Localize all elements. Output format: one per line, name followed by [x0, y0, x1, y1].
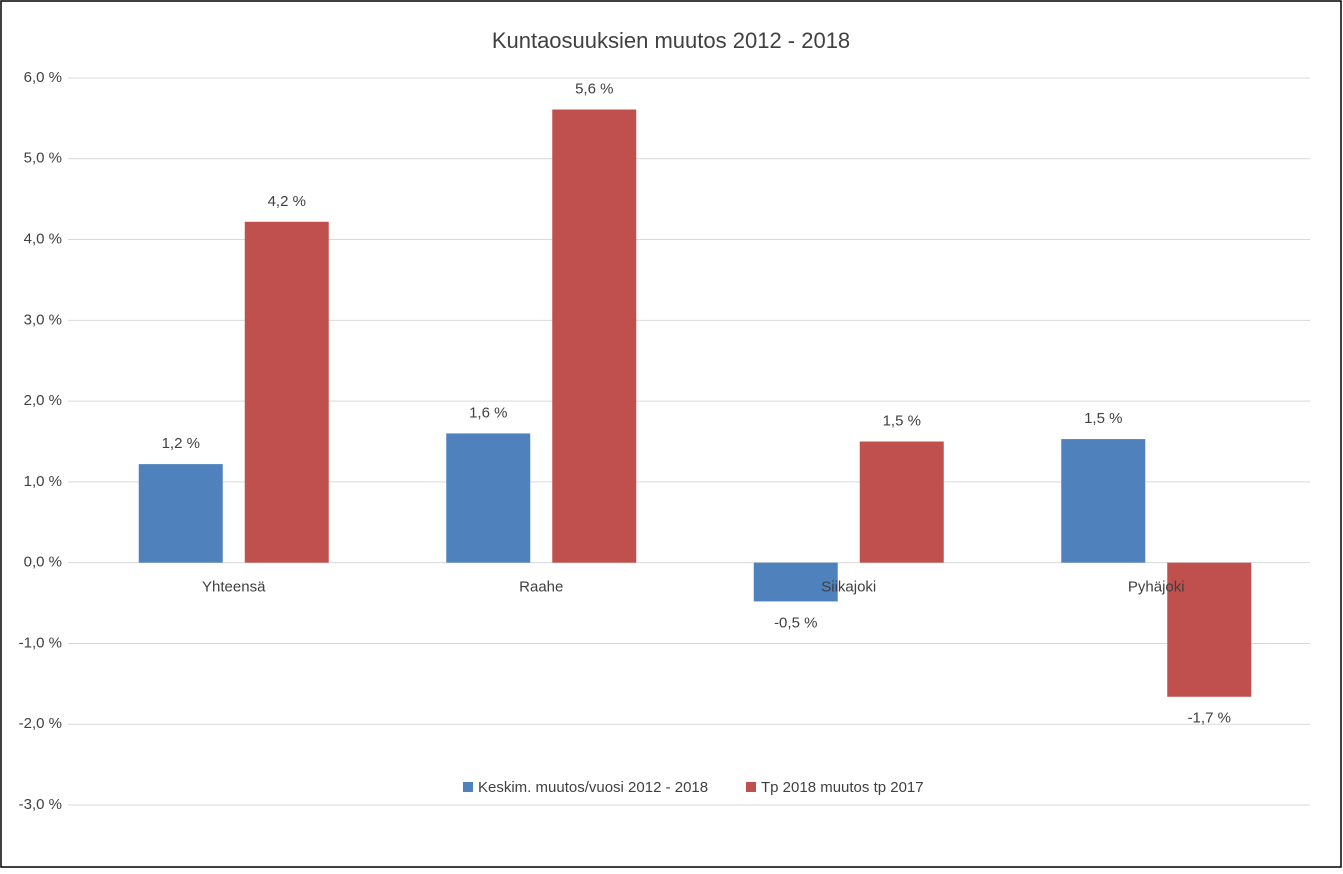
y-tick-label: -3,0 %	[19, 796, 62, 813]
value-label: -0,5 %	[774, 614, 817, 631]
value-label: 1,6 %	[469, 404, 507, 421]
x-tick-label: Siikajoki	[821, 579, 876, 596]
x-tick-label: Pyhäjoki	[1128, 579, 1185, 596]
value-label: 1,5 %	[1084, 410, 1122, 427]
bar	[1061, 439, 1146, 563]
bar	[138, 464, 223, 563]
legend-swatch	[463, 782, 473, 792]
y-tick-label: 5,0 %	[24, 150, 62, 167]
legend-label: Keskim. muutos/vuosi 2012 - 2018	[478, 779, 708, 796]
bar	[859, 441, 944, 563]
value-label: 1,2 %	[162, 435, 200, 452]
value-label: 5,6 %	[575, 80, 613, 97]
y-tick-label: 2,0 %	[24, 392, 62, 409]
bar	[552, 109, 637, 563]
legend-swatch	[746, 782, 756, 792]
y-tick-label: 3,0 %	[24, 311, 62, 328]
x-tick-label: Raahe	[519, 579, 563, 596]
y-tick-label: 4,0 %	[24, 231, 62, 248]
bar	[244, 221, 329, 563]
value-label: 4,2 %	[268, 193, 306, 210]
bar	[1167, 562, 1252, 697]
y-tick-label: -2,0 %	[19, 715, 62, 732]
y-tick-label: 6,0 %	[24, 69, 62, 86]
y-tick-label: 1,0 %	[24, 473, 62, 490]
legend-label: Tp 2018 muutos tp 2017	[761, 779, 924, 796]
chart-title: Kuntaosuuksien muutos 2012 - 2018	[492, 28, 850, 53]
value-label: 1,5 %	[883, 412, 921, 429]
x-tick-label: Yhteensä	[202, 579, 266, 596]
y-tick-label: 0,0 %	[24, 554, 62, 571]
bar	[446, 433, 531, 563]
bar	[753, 562, 838, 602]
value-label: -1,7 %	[1188, 710, 1231, 727]
y-tick-label: -1,0 %	[19, 634, 62, 651]
